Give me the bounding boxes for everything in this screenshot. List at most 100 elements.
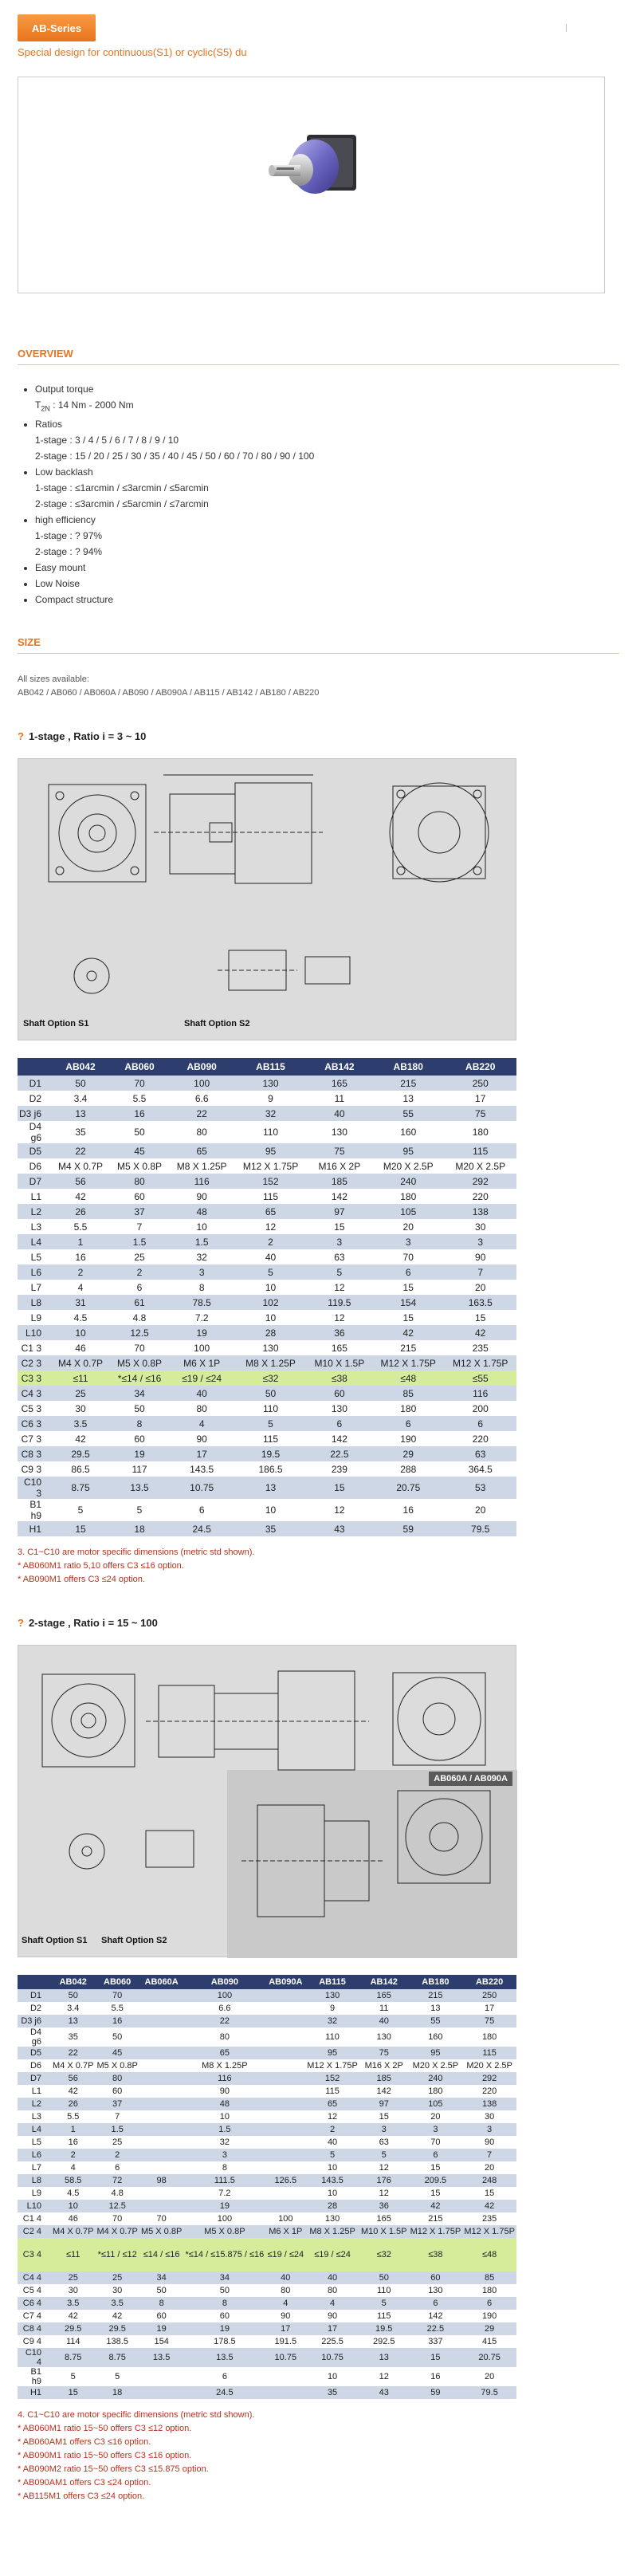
variant-badge: AB060A / AB090A	[429, 1772, 512, 1787]
table-cell: 19	[139, 2322, 184, 2336]
table-cell: 160	[408, 2027, 463, 2047]
table-cell: 42	[444, 1325, 516, 1341]
table-cell: 35	[234, 1521, 307, 1537]
table-cell: 130	[234, 1340, 307, 1356]
table-cell: 6	[408, 2149, 463, 2162]
table-row: C8 3 29.5 19 17 19.5 22.5 29 63	[18, 1446, 516, 1462]
row-label: D2	[18, 2002, 51, 2016]
table-cell: 364.5	[444, 1461, 516, 1477]
table-cell: 75	[306, 1143, 372, 1159]
table-cell: 142	[306, 1431, 372, 1447]
table-cell: 25	[110, 1249, 170, 1265]
table-cell: 165	[306, 1340, 372, 1356]
row-label: C9 3	[18, 1461, 51, 1477]
table-cell: 105	[372, 1204, 445, 1220]
table-cell: 30	[51, 1401, 111, 1417]
table-cell: 65	[183, 2047, 266, 2060]
row-label: D2	[18, 1091, 51, 1107]
table-cell: 130	[305, 2212, 359, 2226]
table-cell: 165	[359, 1989, 409, 2003]
size-title: SIZE	[18, 636, 41, 649]
table-cell: 42	[51, 1189, 111, 1205]
row-label: D1	[18, 1989, 51, 2003]
table-row: C7 4 42 42 60 60 90 90 115 142 190	[18, 2310, 516, 2323]
table-cell: 5.5	[51, 2110, 96, 2124]
series-badge[interactable]: AB-Series	[18, 14, 96, 41]
table-cell: 6.6	[183, 2002, 266, 2016]
table-cell: M4 X 0.7P	[95, 2225, 139, 2239]
table-cell: M8 X 1.25P	[183, 2059, 266, 2073]
table-cell: M20 X 2.5P	[408, 2059, 463, 2073]
table-cell: 80	[265, 2284, 306, 2298]
table-cell: 13	[51, 1106, 111, 1122]
table-cell: 22	[169, 1106, 235, 1122]
table-cell: 10	[305, 2187, 359, 2200]
table-cell: ≤38	[306, 1371, 372, 1386]
table-cell: 75	[359, 2047, 409, 2060]
product-image-frame	[18, 77, 605, 293]
table-cell: 46	[51, 1340, 111, 1356]
table-cell: 143.5	[305, 2174, 359, 2188]
table-cell	[265, 2059, 306, 2073]
list-item: Compact structure	[35, 592, 636, 608]
table-cell: 2	[51, 2149, 96, 2162]
table-cell: 11	[306, 1091, 372, 1107]
table-cell: 178.5	[183, 2335, 266, 2349]
row-label: C8 4	[18, 2322, 51, 2336]
table-cell: 2	[110, 1264, 170, 1280]
table-row: C6 4 3.5 3.5 8 8 4 4 5 6 6	[18, 2297, 516, 2311]
table-cell: 142	[306, 1189, 372, 1205]
table-row: L2 26 37 48 65 97 105 138	[18, 2098, 516, 2111]
table-cell: M5 X 0.8P	[183, 2225, 266, 2239]
table-cell: 142	[408, 2310, 463, 2323]
table-cell: 13.5	[139, 2348, 184, 2368]
table-cell: 415	[462, 2335, 516, 2349]
table-cell: 292.5	[359, 2335, 409, 2349]
table-cell: 180	[462, 2284, 516, 2298]
table-cell: 4	[51, 1280, 111, 1296]
column-header: AB042	[51, 1975, 96, 1990]
table-cell: 40	[306, 1106, 372, 1122]
row-label: L7	[18, 1280, 51, 1296]
table-cell: 13.5	[110, 1477, 170, 1500]
row-label: B1 h9	[18, 1499, 51, 1522]
table-cell: 126.5	[265, 2174, 306, 2188]
table-cell: 20	[444, 1499, 516, 1522]
table-cell: 36	[306, 1325, 372, 1341]
table-cell: M6 X 1P	[265, 2225, 306, 2239]
table-cell: 98	[139, 2174, 184, 2188]
table-cell: 79.5	[444, 1521, 516, 1537]
table-cell: 22	[51, 2047, 96, 2060]
table-cell: 115	[444, 1143, 516, 1159]
table-row: C4 3 25 34 40 50 60 85 116	[18, 1386, 516, 1402]
table-cell: 45	[110, 1143, 170, 1159]
table-cell: 22	[183, 2015, 266, 2028]
table-cell: 10	[51, 1325, 111, 1341]
column-header: AB142	[359, 1975, 409, 1990]
row-label: C10 3	[18, 1477, 51, 1500]
table-row: C3 4 ≤11 *≤11 / ≤12 ≤14 / ≤16 *≤14 / ≤15.875…	[18, 2238, 516, 2272]
table-cell: ≤19 / ≤24	[265, 2238, 306, 2272]
table-cell: 130	[305, 1989, 359, 2003]
row-label: L3	[18, 2110, 51, 2124]
table-cell: 22.5	[408, 2322, 463, 2336]
row-label: C3 4	[18, 2238, 51, 2272]
table-cell: 5	[359, 2297, 409, 2311]
list-item: Ratios 1-stage : 3 / 4 / 5 / 6 / 7 / 8 /…	[35, 416, 636, 464]
table-cell: 55	[408, 2015, 463, 2028]
table-cell: 50	[359, 2271, 409, 2285]
table-cell: 152	[305, 2072, 359, 2086]
table-cell: M8 X 1.25P	[234, 1355, 307, 1371]
table-cell: 37	[95, 2098, 139, 2111]
table-cell: 10	[169, 1219, 235, 1235]
table-cell: 10	[234, 1499, 307, 1522]
table-cell: 48	[183, 2098, 266, 2111]
table-cell	[139, 1989, 184, 2003]
table-cell: 1.5	[169, 1234, 235, 1250]
table-cell: 235	[462, 2212, 516, 2226]
table-cell: 10	[51, 2200, 96, 2213]
table-cell: 12	[234, 1219, 307, 1235]
table-cell: 20	[408, 2110, 463, 2124]
column-header: AB060	[110, 1058, 170, 1076]
table-cell: 110	[234, 1401, 307, 1417]
